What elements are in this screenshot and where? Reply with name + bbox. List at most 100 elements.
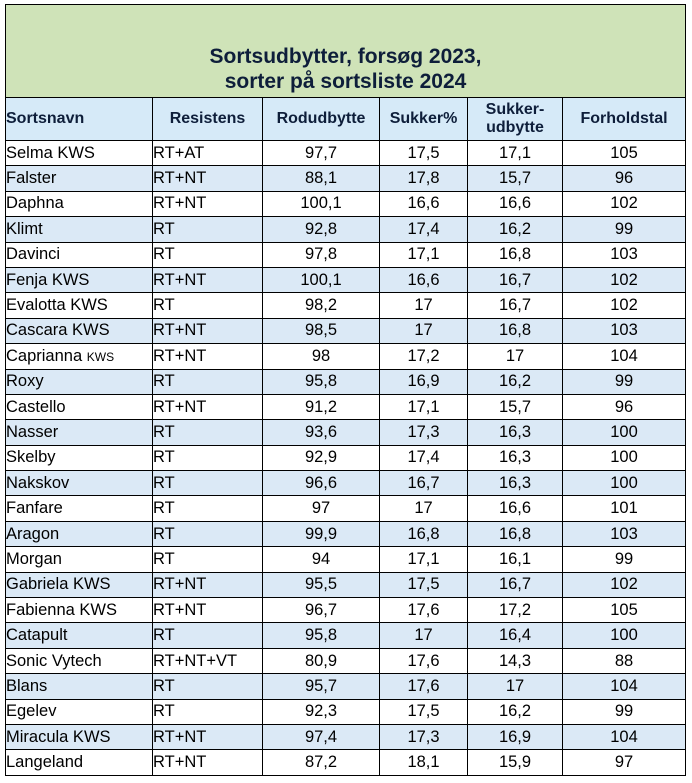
cell-sortsnavn: Egelev [5,698,153,725]
cell-forholdstal: 88 [562,647,686,675]
cell-forholdstal: 100 [562,419,686,446]
table-row: Catapult RT 95,8 17 16,4 100 [5,622,686,649]
variety-yield-table: Sortsudbytter, forsøg 2023, sorter på so… [5,4,686,776]
cell-sortsnavn: Falster [5,165,153,192]
column-header-forholdstal: Forholdstal [562,97,686,141]
column-header-resistens: Resistens [152,97,263,141]
cell-forholdstal: 99 [562,698,686,725]
variety-name: Blans [6,676,48,695]
variety-name: Fenja KWS [6,270,90,289]
variety-name: Sonic Vytech [6,651,102,670]
cell-rodudbytte: 98,5 [262,317,380,345]
cell-sukkerudbytte: 15,7 [467,165,563,192]
cell-sukkerudbytte: 16,3 [467,470,563,497]
table-row: Egelev RT 92,3 17,5 16,2 99 [5,698,686,725]
cell-resistens: RT [152,292,263,319]
table-row: Cascara KWS RT+NT 98,5 17 16,8 103 [5,317,686,345]
cell-forholdstal: 103 [562,241,686,268]
cell-resistens: RT+NT [152,393,263,421]
cell-resistens: RT+AT [152,139,263,167]
cell-sukker-pct: 17,1 [379,241,468,268]
cell-sukker-pct: 17,5 [379,571,468,599]
cell-rodudbytte: 95,8 [262,368,380,395]
cell-sukkerudbytte: 15,7 [467,393,563,421]
variety-name: Nakskov [6,473,70,492]
cell-sukker-pct: 17,1 [379,546,468,573]
cell-resistens: RT+NT [152,723,263,751]
cell-sortsnavn: Blans [5,673,153,700]
cell-resistens: RT [152,622,263,649]
cell-sortsnavn: Sonic Vytech [5,647,153,675]
cell-forholdstal: 104 [562,723,686,751]
cell-forholdstal: 101 [562,495,686,522]
cell-sukker-pct: 17,1 [379,393,468,421]
cell-sukkerudbytte: 16,6 [467,495,563,522]
table-row: Nakskov RT 96,6 16,7 16,3 100 [5,470,686,497]
cell-sortsnavn: Caprianna KWS [5,343,153,370]
cell-forholdstal: 96 [562,165,686,192]
variety-name: Langeland [6,753,84,772]
cell-forholdstal: 100 [562,444,686,472]
variety-name: Davinci [6,245,61,264]
cell-resistens: RT [152,368,263,395]
cell-sukkerudbytte: 16,4 [467,622,563,649]
cell-sukkerudbytte: 16,8 [467,520,563,548]
cell-sortsnavn: Selma KWS [5,139,153,167]
table-row: Blans RT 95,7 17,6 17 104 [5,673,686,700]
cell-sukkerudbytte: 16,7 [467,292,563,319]
cell-sukker-pct: 17 [379,292,468,319]
cell-rodudbytte: 98 [262,343,380,370]
cell-sortsnavn: Fanfare [5,495,153,522]
variety-name: Selma KWS [6,143,95,162]
table-row: Falster RT+NT 88,1 17,8 15,7 96 [5,165,686,192]
cell-rodudbytte: 95,5 [262,571,380,599]
cell-sukker-pct: 16,8 [379,520,468,548]
cell-sortsnavn: Langeland [5,749,153,776]
cell-sortsnavn: Miracula KWS [5,723,153,751]
cell-forholdstal: 105 [562,139,686,167]
cell-sukkerudbytte: 16,6 [467,190,563,218]
cell-resistens: RT+NT [152,165,263,192]
cell-sortsnavn: Davinci [5,241,153,268]
cell-sortsnavn: Fenja KWS [5,266,153,294]
cell-sukkerudbytte: 16,7 [467,266,563,294]
cell-forholdstal: 99 [562,546,686,573]
variety-name: Fabienna KWS [6,600,117,619]
cell-sortsnavn: Nakskov [5,470,153,497]
cell-resistens: RT [152,520,263,548]
cell-sortsnavn: Klimt [5,216,153,243]
cell-sortsnavn: Roxy [5,368,153,395]
cell-forholdstal: 99 [562,216,686,243]
cell-rodudbytte: 97,7 [262,139,380,167]
cell-sukker-pct: 17,5 [379,698,468,725]
cell-rodudbytte: 88,1 [262,165,380,192]
table-row: Langeland RT+NT 87,2 18,1 15,9 97 [5,749,686,776]
table-row: Daphna RT+NT 100,1 16,6 16,6 102 [5,190,686,218]
column-header-sukkerudbytte-line-2: udbytte [486,119,544,136]
column-header-sukkerudbytte-line-1: Sukker- [485,101,545,118]
table-row: Nasser RT 93,6 17,3 16,3 100 [5,419,686,446]
cell-rodudbytte: 96,7 [262,597,380,624]
variety-name: Fanfare [6,499,63,518]
variety-name: Roxy [6,372,44,391]
variety-name: Klimt [6,219,43,238]
cell-resistens: RT [152,495,263,522]
cell-sukkerudbytte: 16,3 [467,444,563,472]
variety-name: Caprianna [6,346,87,365]
cell-sukker-pct: 17,5 [379,139,468,167]
cell-sortsnavn: Skelby [5,444,153,472]
cell-rodudbytte: 100,1 [262,190,380,218]
table-row: Fenja KWS RT+NT 100,1 16,6 16,7 102 [5,266,686,294]
cell-sukkerudbytte: 16,2 [467,216,563,243]
cell-sukker-pct: 16,9 [379,368,468,395]
cell-rodudbytte: 99,9 [262,520,380,548]
variety-name: Falster [6,169,57,188]
table-row: Selma KWS RT+AT 97,7 17,5 17,1 105 [5,139,686,167]
cell-sukker-pct: 17,6 [379,673,468,700]
cell-sortsnavn: Daphna [5,190,153,218]
cell-forholdstal: 104 [562,343,686,370]
cell-sortsnavn: Catapult [5,622,153,649]
cell-sukkerudbytte: 17,2 [467,597,563,624]
cell-rodudbytte: 91,2 [262,393,380,421]
cell-resistens: RT+NT+VT [152,647,263,675]
